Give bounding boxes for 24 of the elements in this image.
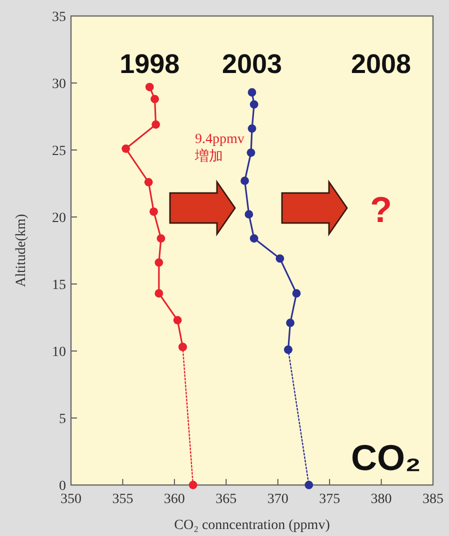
x-axis-title: CO₂ conncentration (ppmv): [174, 518, 330, 533]
y-tick-label: 20: [52, 211, 66, 226]
series-label: 2003: [222, 49, 282, 79]
x-tick-label: 385: [422, 492, 444, 507]
annotation: 2008: [350, 49, 412, 79]
y-tick-label: 10: [52, 345, 66, 360]
y-tick-label: 0: [59, 479, 66, 494]
y-tick-label: 35: [52, 10, 66, 25]
x-tick-label: 380: [370, 492, 392, 507]
series-label: 1998: [120, 49, 180, 79]
x-tick-label: 375: [319, 492, 340, 507]
y-tick-label: 5: [59, 412, 66, 427]
annotation: CO₂: [351, 437, 421, 478]
x-tick-label: 355: [112, 492, 134, 507]
y-tick-label: 30: [52, 77, 66, 92]
y-axis-title: Altitude(km): [14, 214, 29, 288]
x-tick-label: 365: [216, 492, 237, 507]
y-tick-label: 25: [52, 144, 66, 159]
annotation: 9.4ppmv 増加: [194, 132, 244, 164]
x-tick-label: 370: [267, 492, 288, 507]
annotation: ?: [370, 189, 392, 230]
x-tick-label: 350: [60, 492, 82, 507]
x-tick-label: 360: [164, 492, 185, 507]
y-tick-label: 15: [52, 278, 66, 293]
